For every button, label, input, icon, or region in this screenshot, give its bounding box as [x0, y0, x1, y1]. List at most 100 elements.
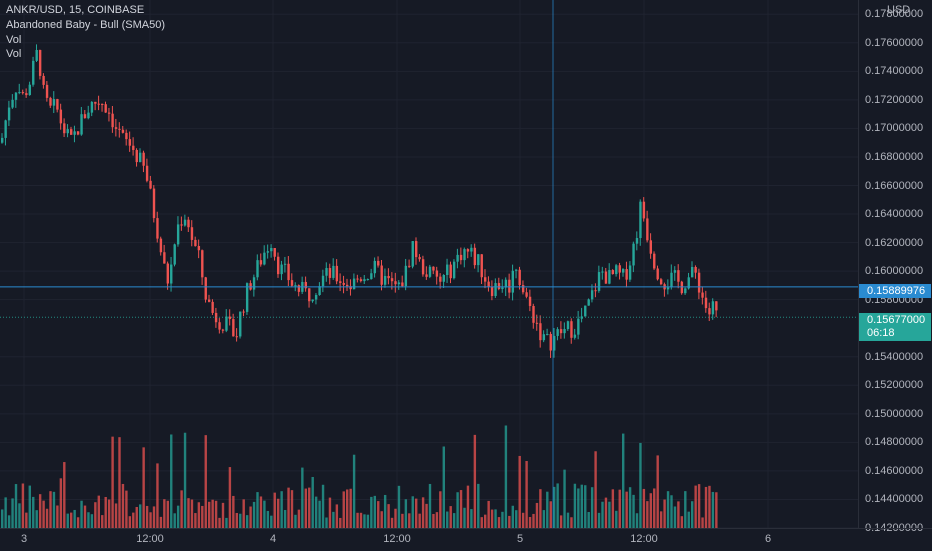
price-tick: 0.14600000	[865, 464, 924, 477]
candle-body	[466, 249, 470, 252]
volume-bar	[342, 491, 345, 528]
volume-bar	[594, 451, 597, 528]
volume-bar	[239, 513, 242, 528]
volume-bar	[587, 512, 590, 528]
volume-bar	[214, 500, 218, 528]
candle-body	[566, 321, 570, 330]
candle-body	[308, 288, 311, 302]
volume-bar	[504, 425, 508, 528]
volume-bar	[218, 517, 221, 528]
candle-body	[70, 129, 73, 135]
candle-body	[197, 245, 201, 251]
candle-body	[463, 249, 466, 261]
candle-body	[470, 247, 473, 252]
volume-legend-1[interactable]: Vol	[6, 34, 22, 46]
volume-bar	[335, 504, 339, 528]
volume-bar	[114, 503, 118, 528]
volume-bar	[280, 491, 283, 528]
candle-body	[239, 311, 242, 337]
volume-bar	[270, 515, 273, 528]
volume-bar	[11, 498, 14, 528]
time-tick: 5	[516, 533, 524, 545]
candle-body	[518, 269, 521, 286]
candle-body	[480, 254, 483, 278]
volume-bar	[553, 486, 556, 528]
candle-body	[580, 316, 583, 319]
candle-body	[218, 322, 221, 330]
volume-bar	[135, 506, 138, 528]
candle-body	[314, 294, 318, 300]
volume-bar	[484, 514, 487, 528]
volume-bar	[663, 499, 666, 528]
candle-body	[163, 252, 166, 264]
volume-bar	[673, 506, 677, 528]
price-chart[interactable]	[0, 0, 858, 528]
volume-bar	[659, 511, 663, 528]
volume-bar	[691, 501, 694, 528]
volume-bar	[646, 501, 649, 528]
volume-bar	[152, 506, 156, 528]
price-axis[interactable]: USD 0.17800000 0.17600000 0.17400000 0.1720…	[858, 0, 932, 534]
volume-bar	[252, 501, 256, 528]
symbol-legend[interactable]: ANKR/USD, 15, COINBASE	[6, 4, 145, 16]
candle-body	[49, 97, 52, 106]
candle-body	[21, 92, 25, 94]
volume-bar	[604, 497, 608, 528]
crosshair-price-value: 0.15889976	[867, 285, 926, 297]
volume-bar	[156, 463, 159, 528]
candle-body	[704, 297, 708, 309]
candle-body	[149, 180, 152, 189]
time-tick: 3	[20, 533, 28, 545]
time-axis[interactable]: 3 12:00 4 12:00 5 12:00 6	[0, 528, 932, 551]
volume-bar	[556, 483, 559, 528]
volume-bar	[653, 488, 656, 528]
candle-body	[666, 287, 670, 290]
indicator-legend[interactable]: Abandoned Baby - Bull (SMA50)	[6, 19, 165, 31]
volume-legend-2[interactable]: Vol	[6, 48, 22, 60]
volume-bar	[518, 455, 521, 528]
candle-body	[235, 336, 238, 338]
candle-body	[35, 50, 38, 61]
volume-bar	[249, 506, 252, 528]
candle-body	[401, 282, 404, 287]
candle-body	[449, 264, 452, 279]
volume-bar	[670, 495, 673, 528]
volume-bar	[1, 509, 4, 528]
volume-bar	[618, 489, 621, 528]
volume-bar	[380, 511, 383, 528]
candle-body	[90, 101, 94, 113]
volume-bar	[225, 517, 228, 528]
candle-body	[691, 266, 694, 278]
candle-body	[508, 279, 511, 293]
candle-body	[484, 277, 487, 282]
candle-body	[270, 248, 273, 252]
volume-bar	[283, 509, 287, 528]
candle-body	[42, 75, 45, 85]
candle-body	[390, 278, 394, 282]
volume-bar	[449, 506, 452, 528]
candle-body	[349, 286, 352, 290]
volume-bar	[570, 517, 573, 528]
candle-body	[83, 114, 87, 119]
volume-bar	[383, 494, 387, 528]
volume-bar	[442, 446, 445, 528]
candle-body	[639, 201, 642, 239]
volume-bar	[4, 497, 7, 528]
volume-bar	[318, 500, 321, 528]
candle-body	[45, 84, 49, 98]
candle-body	[404, 265, 408, 287]
candle-body	[670, 272, 673, 288]
volume-bar	[142, 447, 145, 528]
candle-body	[208, 299, 211, 302]
volume-bar	[297, 509, 301, 528]
candle-body	[180, 224, 183, 226]
volume-bar	[711, 491, 715, 528]
candle-body	[66, 129, 69, 134]
candle-body	[76, 131, 80, 135]
price-tick: 0.17200000	[865, 93, 924, 106]
candlesticks	[1, 44, 718, 358]
candle-body	[297, 285, 301, 292]
candle-body	[225, 316, 228, 331]
volume-bar	[145, 505, 149, 528]
volume-bar	[66, 513, 69, 528]
